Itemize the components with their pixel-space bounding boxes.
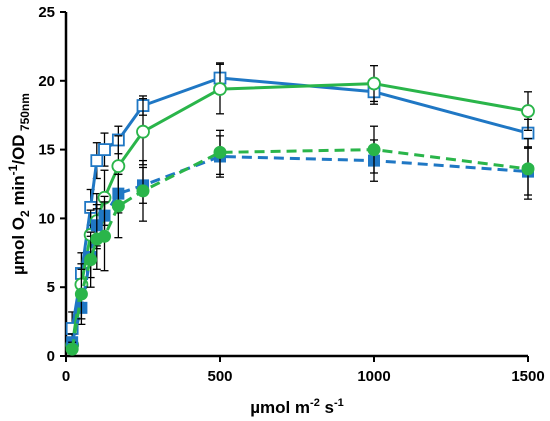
data-point bbox=[213, 82, 227, 96]
x-axis-title-sup-1: -2 bbox=[310, 397, 320, 409]
y-axis-title: µmol O2 min-1/OD 750nm bbox=[6, 93, 32, 275]
x-tick-label: 0 bbox=[62, 368, 70, 385]
data-point bbox=[136, 124, 150, 139]
y-axis-title-part-1: µmol O bbox=[9, 217, 28, 275]
x-axis-title-base: µmol m bbox=[250, 398, 310, 417]
y-axis-title-sup-1: -1 bbox=[6, 164, 20, 175]
chart-axes: 0 5 10 15 20 25 0 500 1000 1500 bbox=[38, 4, 544, 385]
data-point bbox=[367, 76, 381, 91]
x-tick-label: 500 bbox=[207, 368, 232, 385]
data-point bbox=[111, 159, 126, 174]
y-axis-title-sub-2: 750nm bbox=[18, 93, 32, 134]
data-point bbox=[74, 287, 88, 301]
x-axis-title-sup-2: -1 bbox=[334, 397, 344, 409]
chart-series-layer bbox=[65, 62, 535, 357]
y-axis-title-part-3: /OD bbox=[9, 134, 28, 164]
data-point bbox=[65, 342, 79, 356]
series-line bbox=[70, 82, 529, 346]
data-point bbox=[90, 154, 104, 168]
data-point bbox=[98, 143, 111, 157]
data-point bbox=[111, 199, 125, 213]
series-2 bbox=[65, 63, 535, 357]
series-1 bbox=[65, 62, 535, 346]
data-point bbox=[521, 162, 535, 176]
series-line bbox=[70, 155, 529, 343]
series-3 bbox=[66, 135, 534, 352]
data-point bbox=[213, 145, 227, 159]
y-tick-label: 15 bbox=[38, 142, 55, 159]
y-tick-label: 20 bbox=[38, 73, 55, 90]
y-axis-title-part-2: min bbox=[9, 175, 28, 210]
x-tick-label: 1000 bbox=[357, 368, 390, 385]
data-point bbox=[136, 184, 150, 198]
y-tick-label: 0 bbox=[47, 348, 55, 365]
y-tick-label: 5 bbox=[47, 279, 55, 296]
data-point bbox=[84, 253, 98, 267]
data-point bbox=[98, 229, 111, 243]
x-axis-title: µmol m-2 s-1 bbox=[250, 397, 344, 417]
data-point bbox=[367, 143, 381, 157]
series-line bbox=[70, 148, 529, 350]
y-tick-label: 25 bbox=[38, 4, 55, 21]
series-4 bbox=[65, 125, 535, 357]
y-axis-title-sub-1: 2 bbox=[18, 210, 32, 217]
x-tick-label: 1500 bbox=[511, 368, 544, 385]
y-tick-label: 10 bbox=[38, 210, 55, 227]
x-axis-title-mid: s bbox=[320, 398, 334, 417]
data-point bbox=[521, 104, 535, 118]
